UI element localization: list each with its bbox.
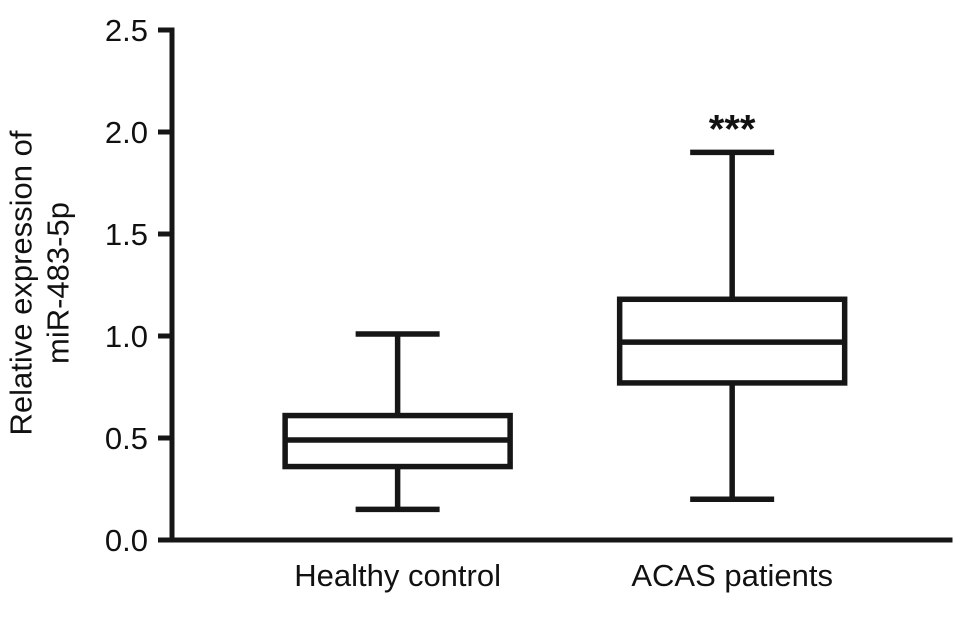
y-tick-label: 2.5 bbox=[105, 13, 148, 48]
y-tick-label: 0.5 bbox=[105, 421, 148, 456]
y-axis-label-line1: Relative expression of bbox=[3, 130, 39, 436]
y-tick-label: 1.0 bbox=[105, 319, 148, 354]
y-tick-label: 2.0 bbox=[105, 115, 148, 150]
x-category-label: ACAS patients bbox=[631, 558, 833, 593]
y-axis-label: Relative expression of miR-483-5p bbox=[3, 131, 76, 436]
y-axis-label-line2: miR-483-5p bbox=[40, 202, 75, 364]
significance-annotation: *** bbox=[709, 107, 756, 151]
y-tick-label: 0.0 bbox=[105, 523, 148, 558]
x-category-label: Healthy control bbox=[294, 558, 501, 593]
y-tick-label: 1.5 bbox=[105, 217, 148, 252]
